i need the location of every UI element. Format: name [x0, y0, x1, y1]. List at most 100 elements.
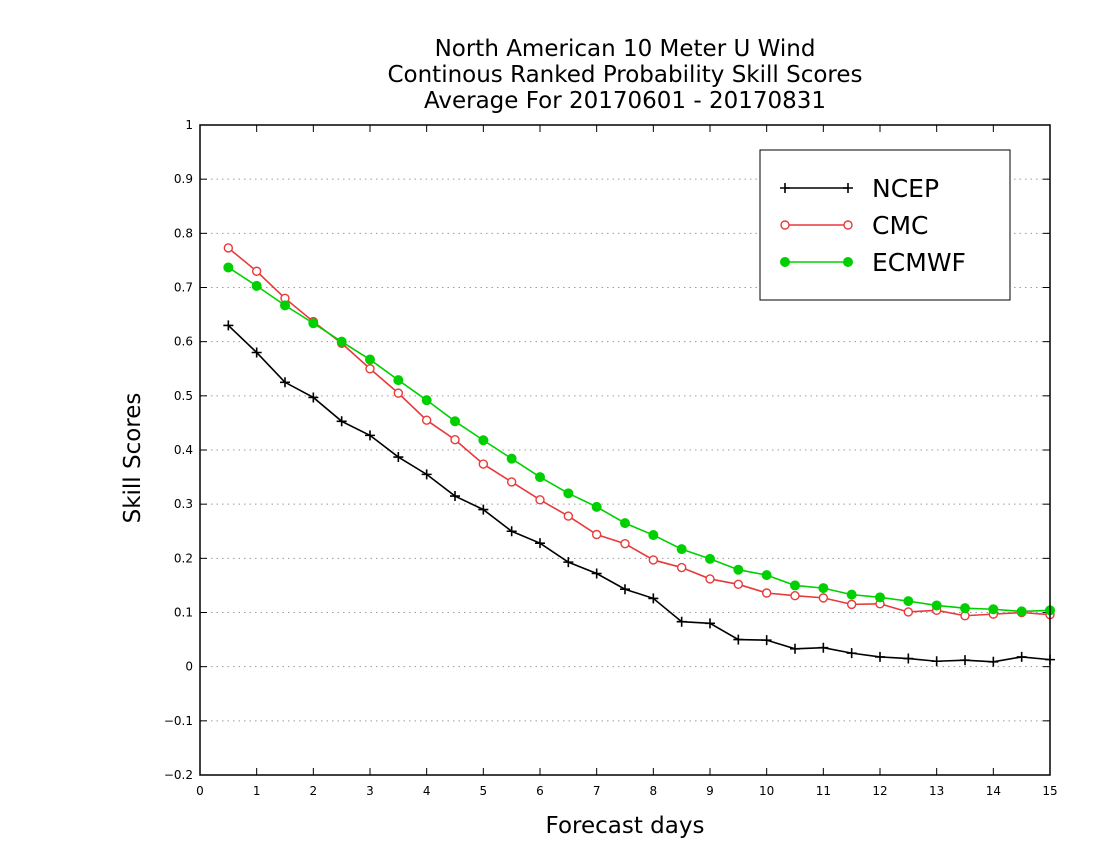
data-point [535, 472, 545, 483]
series-ncep [223, 320, 1055, 667]
data-point [563, 511, 574, 521]
data-point [223, 243, 234, 253]
data-point [818, 593, 829, 603]
data-point [960, 655, 970, 666]
y-tick-label: 0.5 [174, 389, 193, 403]
data-point [761, 635, 772, 646]
plot-frame [199, 124, 1051, 776]
data-point [393, 375, 404, 386]
y-tick-label: 0.7 [174, 281, 193, 295]
legend: NCEP CMC ECMWF [759, 149, 1011, 301]
chart-title-line-3: Average For 20170601 - 20170831 [423, 88, 827, 114]
data-point [421, 415, 432, 425]
data-point [843, 183, 853, 193]
chart-title: North American 10 Meter U Wind Continous… [200, 36, 1050, 114]
data-point [648, 555, 659, 565]
legend-item-cmc: CMC [780, 211, 928, 240]
x-tick-label: 6 [536, 784, 544, 798]
data-point [676, 544, 687, 555]
data-point [591, 501, 602, 512]
grid-lines [200, 178, 1050, 722]
data-point [761, 570, 772, 581]
data-point [931, 656, 942, 667]
y-axis-title: Skill Scores [120, 393, 146, 524]
data-point [761, 588, 772, 598]
data-point [988, 656, 999, 667]
data-point [251, 266, 262, 276]
y-tick-label: −0.2 [164, 768, 193, 782]
data-point [563, 488, 574, 499]
legend-item-ecmwf: ECMWF [780, 248, 966, 277]
data-point [280, 300, 290, 311]
y-tick-label: 0.4 [174, 443, 193, 457]
data-point [818, 642, 829, 653]
data-point [931, 600, 942, 611]
data-point [336, 336, 347, 347]
data-point [535, 538, 545, 549]
data-point [620, 539, 630, 549]
x-tick-label: 1 [253, 784, 261, 798]
data-point [705, 618, 715, 629]
data-point [223, 262, 234, 273]
y-tick-label: 0.8 [174, 226, 193, 240]
data-point [705, 574, 715, 584]
data-point [620, 518, 630, 529]
data-point [365, 430, 375, 441]
x-tick-label: 10 [759, 784, 774, 798]
data-point [790, 643, 800, 654]
y-tick-label: 0.6 [174, 335, 193, 349]
data-point [450, 491, 460, 502]
data-point [648, 530, 659, 541]
data-point [280, 377, 290, 388]
data-point [478, 459, 489, 469]
y-tick-label: 0.1 [174, 606, 193, 620]
data-point [960, 603, 970, 614]
x-tick-label: 3 [366, 784, 374, 798]
data-point [506, 526, 517, 537]
data-point [365, 364, 375, 374]
series-line [227, 247, 1051, 617]
x-tick-label: 13 [929, 784, 944, 798]
data-point [846, 589, 857, 600]
data-point [780, 183, 790, 193]
data-point [393, 452, 404, 463]
data-point [393, 388, 404, 398]
y-tick-label: 0.2 [174, 551, 193, 565]
x-tick-label: 14 [986, 784, 1001, 798]
data-point [591, 568, 602, 579]
data-point [733, 579, 744, 590]
data-point [251, 280, 262, 291]
data-point [903, 653, 914, 664]
x-axis-title: Forecast days [546, 813, 705, 839]
legend-item-ncep: NCEP [780, 174, 939, 203]
data-point [1016, 651, 1027, 662]
data-point [506, 477, 517, 487]
data-point [705, 553, 715, 564]
data-point [1016, 606, 1027, 617]
series-group [223, 243, 1055, 667]
data-point [988, 604, 999, 615]
data-point [421, 469, 432, 480]
data-point [780, 220, 790, 230]
data-point [733, 634, 744, 645]
data-point [676, 562, 687, 573]
data-point [818, 583, 829, 594]
x-tick-label: 11 [816, 784, 831, 798]
x-tick-label: 8 [650, 784, 658, 798]
data-point [620, 584, 630, 595]
data-point [903, 607, 914, 617]
data-point [506, 453, 517, 464]
x-tick-label: 0 [196, 784, 204, 798]
data-point [535, 495, 545, 505]
data-point [591, 529, 602, 540]
chart-title-line-2: Continous Ranked Probability Skill Score… [387, 62, 863, 88]
y-tick-label: 1 [185, 118, 193, 132]
x-tick-label: 5 [480, 784, 488, 798]
x-tick-label: 9 [706, 784, 714, 798]
data-point [846, 599, 857, 610]
data-point [733, 564, 744, 575]
x-tick-label: 7 [593, 784, 601, 798]
data-point [450, 416, 460, 427]
data-point [450, 435, 460, 445]
y-tick-label: −0.1 [164, 714, 193, 728]
